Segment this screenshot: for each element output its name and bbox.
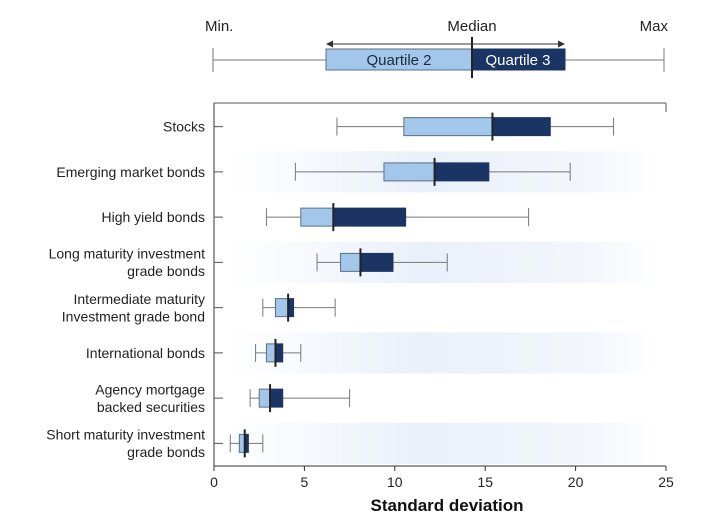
category-label-line: Agency mortgage bbox=[95, 381, 205, 397]
x-ticks: 0 5 10 15 20 25 bbox=[210, 466, 674, 490]
category-label-line: International bonds bbox=[86, 345, 205, 361]
category-labels: Stocks Emerging market bonds High yield bo… bbox=[46, 119, 205, 461]
legend: Min. Median Max Quartile 2 Quartile 3 bbox=[205, 18, 668, 78]
x-tick-label: 0 bbox=[210, 474, 218, 490]
quartile2-box bbox=[265, 343, 276, 363]
x-tick-label: 10 bbox=[387, 474, 403, 490]
category-label: Intermediate maturity Investment grade bo… bbox=[62, 291, 205, 325]
category-label-line: grade bonds bbox=[127, 263, 205, 279]
category-label-line: Stocks bbox=[163, 119, 205, 135]
quartile2-box bbox=[340, 252, 361, 272]
box-row bbox=[214, 338, 302, 367]
legend-arrow-right-icon bbox=[558, 40, 565, 48]
category-label-line: grade bonds bbox=[127, 444, 205, 460]
x-axis: 0 5 10 15 20 25 Standard deviation bbox=[210, 465, 674, 515]
quartile2-box bbox=[274, 298, 289, 318]
category-label: Stocks bbox=[163, 119, 205, 135]
x-tick-label: 5 bbox=[301, 474, 309, 490]
box-row bbox=[214, 293, 336, 322]
quartile3-box bbox=[359, 252, 394, 272]
legend-q3-label: Quartile 3 bbox=[485, 52, 550, 69]
box-row bbox=[214, 157, 571, 186]
category-label: International bonds bbox=[86, 345, 205, 361]
category-label: Long maturity investment grade bonds bbox=[49, 246, 206, 280]
category-label: Agency mortgage backed securities bbox=[95, 381, 205, 415]
x-tick-label: 25 bbox=[658, 474, 674, 490]
category-label-line: backed securities bbox=[97, 399, 205, 415]
category-label-line: Intermediate maturity bbox=[74, 291, 206, 307]
quartile3-box bbox=[274, 343, 284, 363]
quartile2-box bbox=[258, 388, 271, 408]
legend-arrow-left-icon bbox=[326, 40, 333, 48]
quartile2-box bbox=[300, 207, 334, 227]
legend-median-label: Median bbox=[447, 18, 496, 35]
category-label-line: Investment grade bond bbox=[62, 308, 205, 324]
x-axis-title: Standard deviation bbox=[370, 496, 523, 515]
legend-max-label: Max bbox=[640, 18, 669, 35]
category-label-line: High yield bonds bbox=[101, 209, 205, 225]
category-label-line: Long maturity investment bbox=[49, 246, 206, 262]
x-tick-label: 15 bbox=[477, 474, 493, 490]
box-row bbox=[214, 203, 530, 232]
legend-min-label: Min. bbox=[205, 18, 233, 35]
box-row bbox=[214, 248, 448, 277]
quartile3-box bbox=[269, 388, 284, 408]
box-row bbox=[214, 429, 264, 458]
quartile3-box bbox=[434, 162, 490, 182]
quartile3-box bbox=[491, 117, 551, 137]
row-band bbox=[229, 422, 656, 464]
quartile2-box bbox=[403, 117, 493, 137]
quartile2-box bbox=[383, 162, 436, 182]
category-label-line: Emerging market bonds bbox=[56, 164, 205, 180]
box-rows bbox=[214, 112, 615, 458]
quartile3-box bbox=[332, 207, 407, 227]
box-row bbox=[214, 384, 351, 413]
x-tick-label: 20 bbox=[568, 474, 584, 490]
category-label: Emerging market bonds bbox=[56, 164, 205, 180]
plot-frame bbox=[213, 102, 667, 466]
category-label: Short maturity investment grade bonds bbox=[46, 427, 205, 461]
row-bands bbox=[229, 151, 656, 464]
category-label-line: Short maturity investment bbox=[46, 427, 205, 443]
box-row bbox=[214, 112, 615, 141]
category-label: High yield bonds bbox=[101, 209, 205, 225]
legend-q2-label: Quartile 2 bbox=[366, 52, 431, 69]
